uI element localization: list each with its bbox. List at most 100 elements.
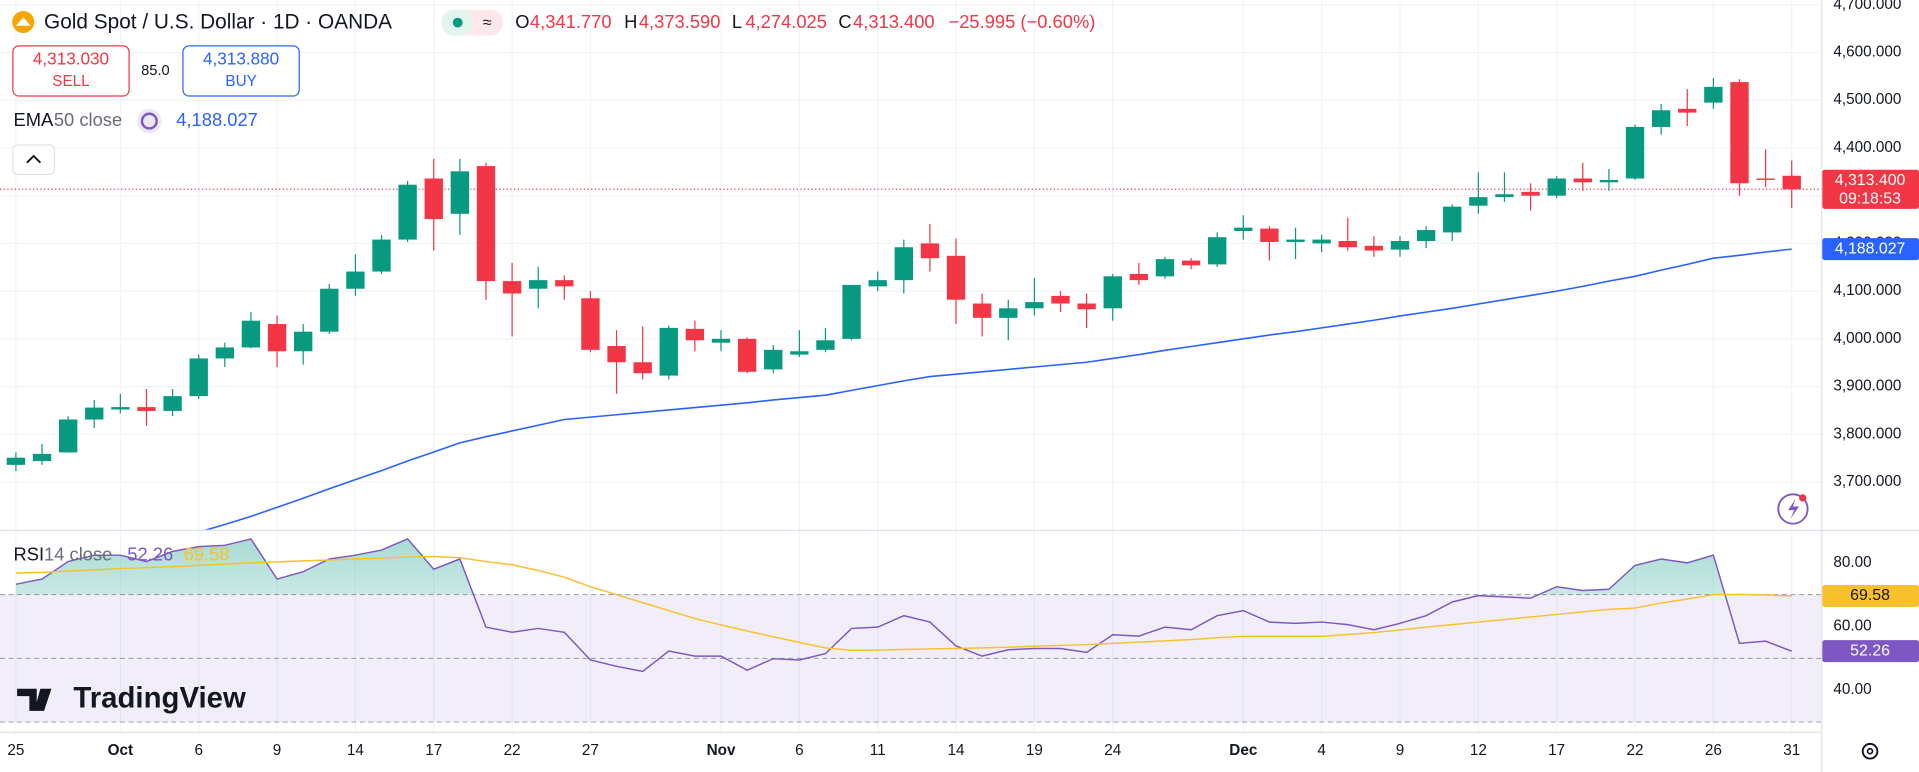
- candle-body: [1469, 197, 1488, 206]
- indicator-icon[interactable]: [137, 108, 162, 134]
- y-tick-label: 80.00: [1833, 554, 1871, 571]
- x-tick-label: 12: [1470, 742, 1487, 759]
- candle-body: [1782, 175, 1801, 190]
- logo-text[interactable]: TradingView: [73, 682, 246, 715]
- indicator-icon-mark: [140, 112, 158, 130]
- x-tick-label: 27: [582, 742, 599, 759]
- y-tick-label: 40.00: [1833, 681, 1871, 698]
- x-tick-label: 26: [1705, 742, 1722, 759]
- candle-body: [711, 338, 731, 343]
- candle-body: [1234, 227, 1253, 231]
- sell-price: 4,313.030: [33, 48, 109, 68]
- ohlc-value: 4,313.400: [853, 11, 935, 32]
- candle-body: [1338, 241, 1357, 248]
- buy-button[interactable]: [182, 45, 300, 97]
- x-tick-label: 4: [1317, 742, 1326, 759]
- ema-tag-label: 4,188.027: [1835, 240, 1906, 257]
- rsi-name[interactable]: RSI: [13, 543, 44, 564]
- candle-body: [999, 308, 1018, 318]
- symbol-title[interactable]: Gold Spot / U.S. Dollar · 1D · OANDA: [44, 11, 392, 34]
- candle-body: [1704, 86, 1723, 103]
- candle-body: [137, 407, 156, 411]
- x-tick-label: 22: [1627, 742, 1644, 759]
- settings-button[interactable]: [1861, 742, 1879, 760]
- candle-body: [32, 453, 52, 462]
- candle-body: [1547, 178, 1566, 196]
- candle-body: [424, 178, 443, 220]
- candle-body: [816, 340, 835, 350]
- candle-body: [1181, 260, 1201, 266]
- rsi-tag-label: 69.58: [1850, 587, 1890, 604]
- candle-body: [1390, 241, 1410, 250]
- buy-price: 4,313.880: [203, 48, 279, 68]
- candle-body: [1260, 228, 1279, 242]
- candle-body: [1599, 179, 1619, 183]
- y-tick-label: 4,700.000: [1833, 0, 1901, 13]
- candle-body: [659, 327, 678, 376]
- x-tick-label: 25: [7, 742, 24, 759]
- x-tick-label: 6: [194, 742, 203, 759]
- rsi-params: 14 close: [44, 543, 112, 564]
- y-tick-label: 4,000.000: [1833, 330, 1901, 347]
- collapse-icon: [26, 154, 42, 164]
- ohlc-key: H: [624, 11, 637, 32]
- candle-body: [1495, 194, 1514, 198]
- candle-body: [607, 346, 626, 363]
- y-tick-label: 4,500.000: [1833, 91, 1901, 108]
- indicator-params: 50 close: [54, 109, 122, 130]
- candle-body: [1756, 178, 1775, 180]
- candle-body: [450, 171, 470, 214]
- symbol-icon-mark: [15, 17, 31, 26]
- candle-body: [372, 239, 391, 272]
- candle-body: [633, 362, 652, 374]
- candle-body: [1730, 82, 1749, 184]
- candle-body: [868, 280, 887, 287]
- candle-body: [1521, 191, 1540, 196]
- collapse-button[interactable]: [12, 144, 56, 175]
- sell-button[interactable]: [12, 45, 130, 97]
- x-tick-label: 31: [1783, 742, 1800, 759]
- candle-body: [346, 271, 365, 289]
- ohlc-key: C: [838, 11, 851, 32]
- candle-body: [502, 281, 522, 294]
- ohlc-key: O: [515, 11, 529, 32]
- rsi-pane: [0, 538, 1822, 723]
- candle-body: [320, 288, 339, 332]
- x-tick-label: Dec: [1229, 742, 1258, 759]
- x-tick-label: 6: [795, 742, 804, 759]
- candle-body: [581, 298, 600, 350]
- last-price-tag: [1822, 169, 1919, 209]
- candle-body: [111, 407, 130, 410]
- y-tick-label: 4,600.000: [1833, 44, 1901, 61]
- candle-body: [920, 243, 940, 259]
- x-tick-label: 14: [347, 742, 365, 759]
- candle-body: [894, 247, 913, 281]
- indicator-name[interactable]: EMA: [13, 109, 54, 130]
- x-tick-label: 22: [504, 742, 521, 759]
- candle-body: [189, 358, 208, 397]
- settings-icon: [1866, 747, 1874, 755]
- rsi-overbought-fill: [15, 538, 1726, 595]
- x-tick-label: Nov: [707, 742, 736, 759]
- y-tick-label: 4,100.000: [1833, 282, 1901, 299]
- ohlc-key: L: [732, 11, 742, 32]
- candle-body: [1364, 245, 1384, 251]
- rsi-value: 52.26: [127, 543, 173, 564]
- y-tick-label: 4,400.000: [1833, 139, 1901, 156]
- x-tick-label: 9: [273, 742, 282, 759]
- candle-body: [398, 184, 417, 240]
- rsi-line: [15, 555, 1792, 652]
- candle-body: [58, 419, 78, 453]
- candle-body: [293, 331, 313, 352]
- sell-label: SELL: [52, 73, 89, 90]
- candle-body: [685, 328, 705, 341]
- ohlc-value: 4,373.590: [639, 11, 721, 32]
- last-price-tag-label: 09:18:53: [1839, 190, 1901, 207]
- y-tick-label: 3,700.000: [1833, 473, 1901, 490]
- rsi-tag: [1822, 585, 1919, 608]
- candle-body: [1443, 206, 1462, 233]
- candle-body: [946, 255, 966, 300]
- candle-body: [85, 407, 104, 420]
- candle-body: [972, 303, 992, 318]
- rsi-tag-label: 52.26: [1850, 642, 1890, 659]
